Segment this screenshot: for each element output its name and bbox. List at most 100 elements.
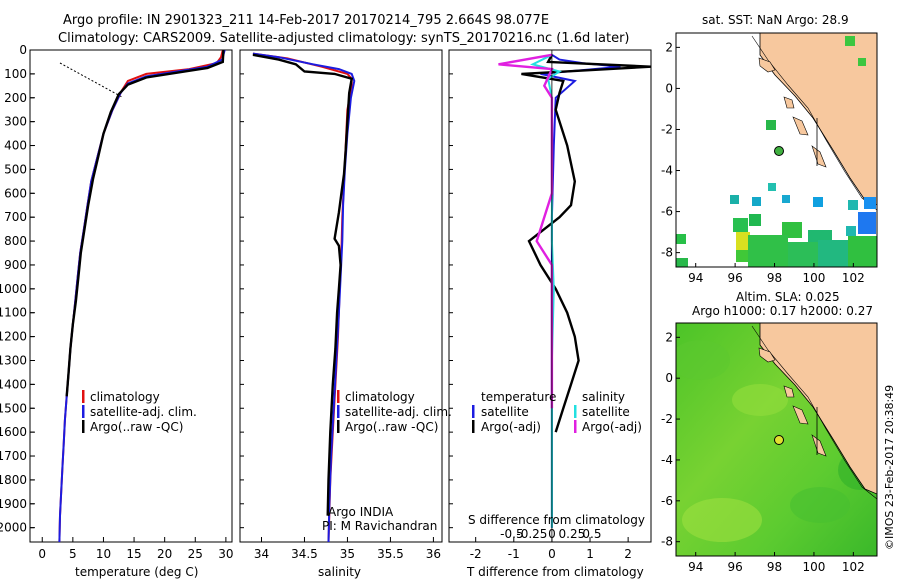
temperature-legend: climatology satellite-adj. clim. Argo(..… [82, 390, 197, 434]
x-tick-label: 20 [157, 547, 172, 561]
salinity-legend: climatology satellite-adj. clim. Argo(..… [337, 390, 452, 434]
legend-climatology: climatology [345, 390, 415, 404]
title-line-2: Climatology: CARS2009. Satellite-adjuste… [58, 31, 630, 46]
sst-map-frame [675, 32, 878, 268]
series-line-climatology [58, 50, 224, 542]
depth-tick-label: 600 [4, 186, 27, 200]
island-nias [783, 96, 795, 109]
depth-tick-label: 400 [4, 139, 27, 153]
map-x-tick-label: 96 [727, 271, 742, 285]
sst-pixels [676, 36, 877, 267]
island-simeulue [758, 347, 776, 363]
temperature-ticks: 0 5 10 15 20 25 30 [30, 49, 234, 561]
argo-pi-label: PI: M Ravichandran [322, 519, 437, 533]
depth-tick-label: 2000 [0, 521, 27, 535]
salinity-ticks: 34 34.5 35 35.5 36 [240, 49, 441, 561]
depth-tick-label: 1200 [0, 330, 27, 344]
depth-tick-label: 1800 [0, 473, 27, 487]
series-line-argo [65, 50, 225, 397]
sla-map-frame [675, 322, 878, 557]
map-y-tick-label: 0 [665, 81, 673, 95]
map-x-tick-label: 100 [802, 271, 825, 285]
mixed-layer-dashed-line [59, 62, 123, 98]
difference-profiles [498, 50, 651, 542]
series-line-temperature-argo-adj- [521, 54, 651, 433]
island-nias [783, 385, 795, 398]
legend-s-satellite: satellite [582, 405, 630, 419]
island-simeulue [758, 57, 776, 73]
s-difference-ticks: -0.5-0.25 0 0.250.5 [500, 527, 601, 541]
x-tick-label: -1 [508, 547, 520, 561]
legend-argo: Argo(..raw -QC) [90, 420, 183, 434]
s-difference-label: S difference from climatology [468, 513, 645, 527]
map-y-tick-label: -4 [661, 164, 673, 178]
legend-satellite: satellite-adj. clim. [90, 405, 197, 419]
legend-swatch-climatology [337, 390, 340, 403]
legend-argo: Argo(..raw -QC) [345, 420, 438, 434]
s-tick-label: 0.5 [582, 527, 601, 541]
island-siberut [792, 405, 809, 425]
depth-tick-label: 1400 [0, 377, 27, 391]
x-tick-label: 36 [426, 547, 441, 561]
s-tick-label: 0 [548, 527, 556, 541]
salinity-panel: 34 34.5 35 35.5 36 climatology satellite-adj… [239, 49, 452, 579]
x-tick-label: 30 [218, 547, 233, 561]
series-line-climatology [252, 52, 353, 542]
map-y-tick-label: -8 [661, 246, 673, 260]
salinity-xlabel: salinity [318, 565, 361, 579]
map-x-tick-label: 102 [842, 560, 865, 574]
x-tick-label: 0 [548, 547, 556, 561]
s-tick-label: -0.25 [516, 527, 547, 541]
legend-swatch-argo [337, 420, 340, 433]
x-tick-label: 2 [624, 547, 632, 561]
depth-tick-label: 500 [4, 162, 27, 176]
salinity-profiles [252, 52, 356, 542]
legend-swatch-s-satellite [574, 405, 577, 418]
map-x-tick-label: 98 [767, 271, 782, 285]
temperature-panel: 0100200300400500600700800900100011001200… [0, 43, 234, 579]
map-x-tick-label: 96 [727, 560, 742, 574]
temperature-profiles [58, 50, 226, 542]
float-position-marker [774, 435, 784, 445]
series-line-satellite [252, 52, 356, 542]
temperature-xlabel: temperature (deg C) [75, 565, 198, 579]
x-tick-label: 35.5 [377, 547, 404, 561]
depth-tick-label: 1100 [0, 306, 27, 320]
x-tick-label: 15 [126, 547, 141, 561]
map-x-tick-label: 102 [842, 271, 865, 285]
x-tick-label: 34.5 [291, 547, 318, 561]
series-line-salinity-argo-adj- [498, 53, 554, 409]
sst-map: sat. SST: NaN Argo: 28.9 [661, 13, 878, 285]
imos-credit: ©IMOS 23-Feb-2017 20:38:49 [883, 385, 896, 550]
depth-tick-label: 200 [4, 91, 27, 105]
sla-map-content [676, 323, 877, 556]
legend-satellite: satellite-adj. clim. [345, 405, 452, 419]
legend-t-argo: Argo(-adj) [481, 420, 541, 434]
x-tick-label: 5 [69, 547, 77, 561]
series-line-argo [252, 53, 354, 516]
sla-map-axes: 94 96 98 100 102 2 0 -2 -4 -6 -8 [661, 330, 865, 574]
salinity-axes-frame [239, 49, 443, 543]
map-y-tick-label: 2 [665, 40, 673, 54]
map-x-tick-label: 98 [767, 560, 782, 574]
map-x-tick-label: 94 [688, 560, 703, 574]
map-y-tick-label: 0 [665, 371, 673, 385]
x-tick-label: 35 [340, 547, 355, 561]
map-x-tick-label: 94 [688, 271, 703, 285]
depth-tick-label: 1000 [0, 282, 27, 296]
difference-panel: -2 -1 0 1 2 temperature salinity satellite A… [448, 49, 652, 579]
x-tick-label: 1 [586, 547, 594, 561]
depth-tick-label: 700 [4, 210, 27, 224]
s-tick-label: 0.25 [559, 527, 586, 541]
sst-map-content [676, 33, 877, 267]
depth-tick-label: 1300 [0, 353, 27, 367]
legend-swatch-satellite [82, 405, 85, 418]
legend-swatch-satellite [337, 405, 340, 418]
x-tick-label: 10 [96, 547, 111, 561]
sla-map-subtitle: Argo h1000: 0.17 h2000: 0.27 [692, 304, 873, 318]
depth-tick-label: 1700 [0, 449, 27, 463]
t-difference-xlabel: T difference from climatology [466, 565, 644, 579]
depth-tick-label: 300 [4, 115, 27, 129]
depth-tick-label: 800 [4, 234, 27, 248]
